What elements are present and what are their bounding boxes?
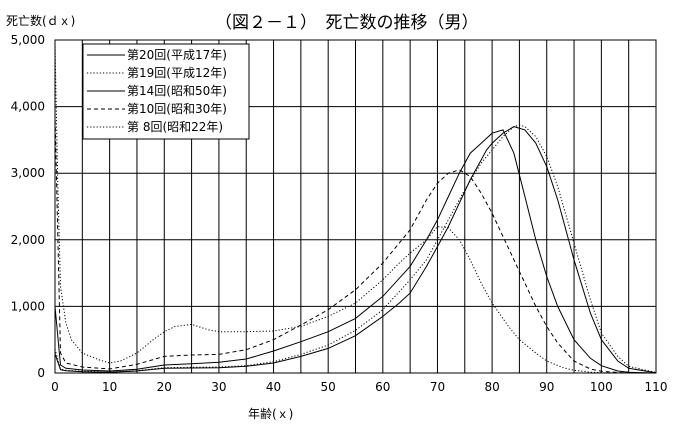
x-tick-label: 60 [375,380,390,394]
y-tick-label: 5,000 [11,33,45,47]
chart-title: （図２－１） 死亡数の推移（男） [215,13,479,33]
x-tick-label: 100 [590,380,613,394]
y-tick-label: 3,000 [11,166,45,180]
x-tick-label: 10 [102,380,117,394]
x-axis-label: 年齢(ｘ) [248,407,294,421]
x-tick-label: 40 [266,380,281,394]
y-tick-label: 4,000 [11,100,45,114]
legend-label-4: 第10回(昭和30年) [127,102,227,116]
y-tick-label: 0 [37,366,45,380]
series-line-3 [54,129,657,374]
x-tick-label: 70 [430,380,445,394]
plot-frame [54,39,657,374]
series-line-5 [54,43,656,374]
legend-label-3: 第14回(昭和50年) [127,84,227,98]
x-tick-label: 30 [211,380,226,394]
legend-label-1: 第20回(平成17年) [127,48,227,62]
x-tick-label: 80 [484,380,499,394]
x-tick-label: 110 [645,380,668,394]
series-line-4 [54,113,657,374]
x-tick-label: 0 [51,380,59,394]
legend-label-2: 第19回(平成12年) [127,66,227,80]
x-tick-label: 20 [157,380,172,394]
series-line-2 [54,124,657,373]
y-tick-label: 2,000 [11,233,45,247]
series-line-1 [54,126,657,374]
x-tick-label: 50 [321,380,336,394]
y-axis-label: 死亡数(ｄｘ) [6,14,76,28]
x-tick-label: 90 [539,380,554,394]
y-tick-label: 1,000 [11,299,45,313]
legend-label-5: 第 8回(昭和22年) [127,120,223,134]
